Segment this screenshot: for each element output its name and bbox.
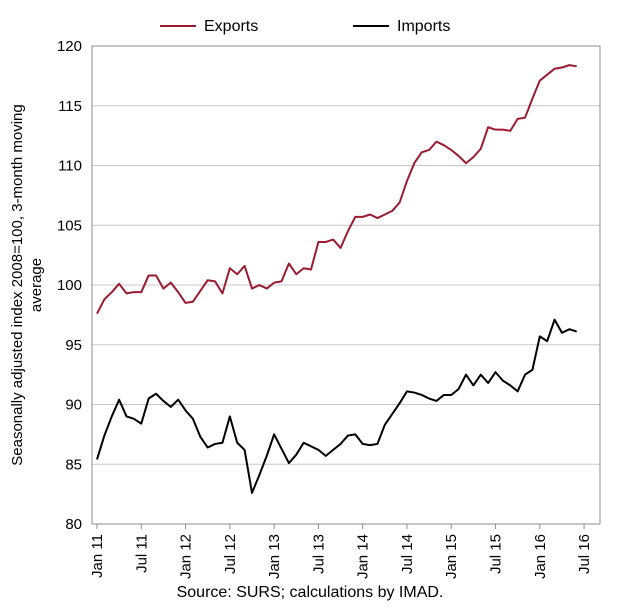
- x-tick-label: Jan 16: [532, 534, 549, 579]
- y-tick-label: 100: [57, 277, 82, 294]
- plot-area-border: [91, 45, 601, 525]
- y-tick-label: 115: [58, 98, 82, 115]
- y-axis-label-line1: Seasonally adjusted index 2008=100, 3-mo…: [9, 104, 26, 466]
- x-tick-label: Jan 13: [266, 534, 283, 579]
- y-axis-label-line2: average: [28, 258, 45, 312]
- legend-label-imports: Imports: [397, 18, 450, 35]
- gridlines: [92, 105, 600, 465]
- x-tick-label: Jul 11: [133, 534, 150, 573]
- x-tick-label: Jul 16: [576, 534, 593, 574]
- y-tick-label: 110: [58, 158, 82, 175]
- y-tick-label: 85: [65, 456, 82, 473]
- legend-label-exports: Exports: [204, 18, 258, 35]
- x-tick-label: Jul 12: [222, 534, 239, 574]
- series-line-exports: [96, 64, 577, 315]
- y-tick-label: 105: [57, 217, 82, 234]
- x-tick-label: Jan 15: [443, 534, 460, 579]
- y-tick-label: 95: [65, 337, 82, 354]
- x-axis-ticks: Jan 11 Jul 11 Jan 12 Jul 12 Jan 13 Jul 13 Jan …: [89, 524, 593, 579]
- source-note: Source: SURS; calculations by IMAD.: [176, 584, 444, 601]
- x-tick-label: Jan 11: [89, 534, 106, 578]
- y-tick-label: 80: [65, 516, 82, 533]
- x-tick-label: Jan 12: [178, 534, 195, 579]
- x-tick-label: Jul 14: [399, 534, 416, 574]
- y-axis-ticks: 80 85 90 95 100 105 110 115 120: [57, 38, 82, 533]
- y-tick-label: 120: [57, 38, 82, 55]
- x-tick-label: Jul 13: [310, 534, 327, 574]
- series-line-imports: [96, 318, 578, 494]
- legend: Exports Imports: [160, 18, 450, 35]
- y-axis-label: Seasonally adjusted index 2008=100, 3-mo…: [9, 104, 45, 466]
- y-tick-label: 90: [65, 397, 82, 414]
- x-tick-label: Jan 14: [355, 534, 372, 579]
- x-tick-label: Jul 15: [488, 534, 505, 574]
